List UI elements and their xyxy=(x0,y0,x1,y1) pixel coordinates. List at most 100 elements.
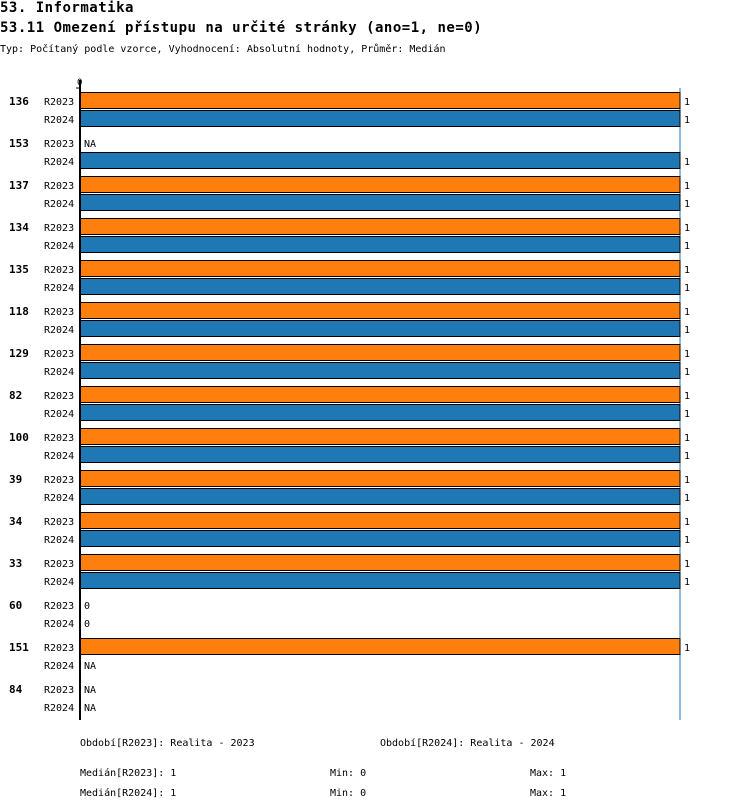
series-label: R2023 xyxy=(44,391,74,402)
bar-R2023 xyxy=(79,554,681,571)
series-label: R2023 xyxy=(44,601,74,612)
category-label: 34 xyxy=(9,515,23,528)
bar-R2024 xyxy=(79,110,681,127)
value-label: 1 xyxy=(684,97,690,108)
value-label: 1 xyxy=(684,241,690,252)
value-label: 1 xyxy=(684,199,690,210)
series-label: R2024 xyxy=(44,493,74,504)
category-label: 134 xyxy=(9,221,29,234)
value-label: 1 xyxy=(684,493,690,504)
bar-chart: 136 R2023 1 R2024 1 153 R2023 NA R2024 1 137 R2023 1… xyxy=(9,78,690,720)
bar-R2024 xyxy=(79,446,681,463)
na-label: NA xyxy=(84,661,96,672)
bar-R2024 xyxy=(79,152,681,169)
max-2024: Max: 1 xyxy=(530,788,567,799)
series-label: R2024 xyxy=(44,199,74,210)
section-title: 53. Informatika xyxy=(0,0,134,16)
value-label: 1 xyxy=(684,409,690,420)
median-2023: Medián[R2023]: 1 xyxy=(80,768,177,779)
category-label: 84 xyxy=(9,683,23,696)
series-label: R2024 xyxy=(44,157,74,168)
category-label: 129 xyxy=(9,347,29,360)
series-label: R2024 xyxy=(44,661,74,672)
value-label: 1 xyxy=(684,391,690,402)
series-label: R2024 xyxy=(44,283,74,294)
bar-R2023 xyxy=(79,302,681,319)
value-label: 1 xyxy=(684,535,690,546)
series-label: R2024 xyxy=(44,241,74,252)
value-label: 1 xyxy=(684,115,690,126)
category-label: 118 xyxy=(9,305,29,318)
series-label: R2024 xyxy=(44,451,74,462)
value-label: 1 xyxy=(684,559,690,570)
series-label: R2023 xyxy=(44,517,74,528)
category-label: 137 xyxy=(9,179,29,192)
category-label: 151 xyxy=(9,641,29,654)
category-label: 82 xyxy=(9,389,22,402)
bar-R2024 xyxy=(79,572,681,589)
series-label: R2023 xyxy=(44,433,74,444)
bar-R2024 xyxy=(79,404,681,421)
na-label: NA xyxy=(84,685,96,696)
bar-R2023 xyxy=(79,638,681,655)
bar-R2023 xyxy=(79,176,681,193)
series-label: R2023 xyxy=(44,685,74,696)
bar-R2024 xyxy=(79,194,681,211)
na-label: NA xyxy=(84,139,96,150)
min-2023: Min: 0 xyxy=(330,768,367,779)
max-2023: Max: 1 xyxy=(530,768,567,779)
series-label: R2023 xyxy=(44,307,74,318)
series-label: R2023 xyxy=(44,475,74,486)
x-tick-label: 0 xyxy=(77,78,82,88)
series-label: R2024 xyxy=(44,409,74,420)
bar-R2023 xyxy=(79,386,681,403)
category-label: 153 xyxy=(9,137,29,150)
category-label: 33 xyxy=(9,557,22,570)
bar-R2024 xyxy=(79,278,681,295)
value-label: 1 xyxy=(684,349,690,360)
category-label: 100 xyxy=(9,431,29,444)
series-label: R2023 xyxy=(44,349,74,360)
value-label: 1 xyxy=(684,181,690,192)
bar-R2023 xyxy=(79,428,681,445)
value-label: 1 xyxy=(684,517,690,528)
series-label: R2024 xyxy=(44,619,74,630)
value-label: 1 xyxy=(684,475,690,486)
bar-R2024 xyxy=(79,530,681,547)
bar-R2023 xyxy=(79,260,681,277)
median-2024: Medián[R2024]: 1 xyxy=(80,788,177,799)
bar-R2024 xyxy=(79,488,681,505)
bar-R2024 xyxy=(79,362,681,379)
series-label: R2023 xyxy=(44,139,74,150)
category-label: 60 xyxy=(9,599,22,612)
category-label: 135 xyxy=(9,263,29,276)
value-label: 0 xyxy=(84,601,90,612)
period-2024: Období[R2024]: Realita - 2024 xyxy=(380,738,555,749)
bar-R2023 xyxy=(79,470,681,487)
value-label: 1 xyxy=(684,433,690,444)
series-label: R2023 xyxy=(44,643,74,654)
series-label: R2024 xyxy=(44,325,74,336)
series-label: R2023 xyxy=(44,223,74,234)
value-label: 1 xyxy=(684,451,690,462)
value-label: 1 xyxy=(684,157,690,168)
period-2023: Období[R2023]: Realita - 2023 xyxy=(80,738,255,749)
value-label: 1 xyxy=(684,223,690,234)
value-label: 1 xyxy=(684,367,690,378)
value-label: 1 xyxy=(684,325,690,336)
series-label: R2024 xyxy=(44,535,74,546)
value-label: 0 xyxy=(84,619,90,630)
series-label: R2024 xyxy=(44,703,74,714)
min-2024: Min: 0 xyxy=(330,788,367,799)
bar-R2023 xyxy=(79,92,681,109)
series-label: R2024 xyxy=(44,577,74,588)
bar-R2024 xyxy=(79,320,681,337)
category-label: 39 xyxy=(9,473,22,486)
series-label: R2023 xyxy=(44,559,74,570)
bar-R2024 xyxy=(79,236,681,253)
value-label: 1 xyxy=(684,265,690,276)
value-label: 1 xyxy=(684,283,690,294)
subtitle: Typ: Počítaný podle vzorce, Vyhodnocení:… xyxy=(0,44,446,55)
series-label: R2023 xyxy=(44,265,74,276)
value-label: 1 xyxy=(684,577,690,588)
